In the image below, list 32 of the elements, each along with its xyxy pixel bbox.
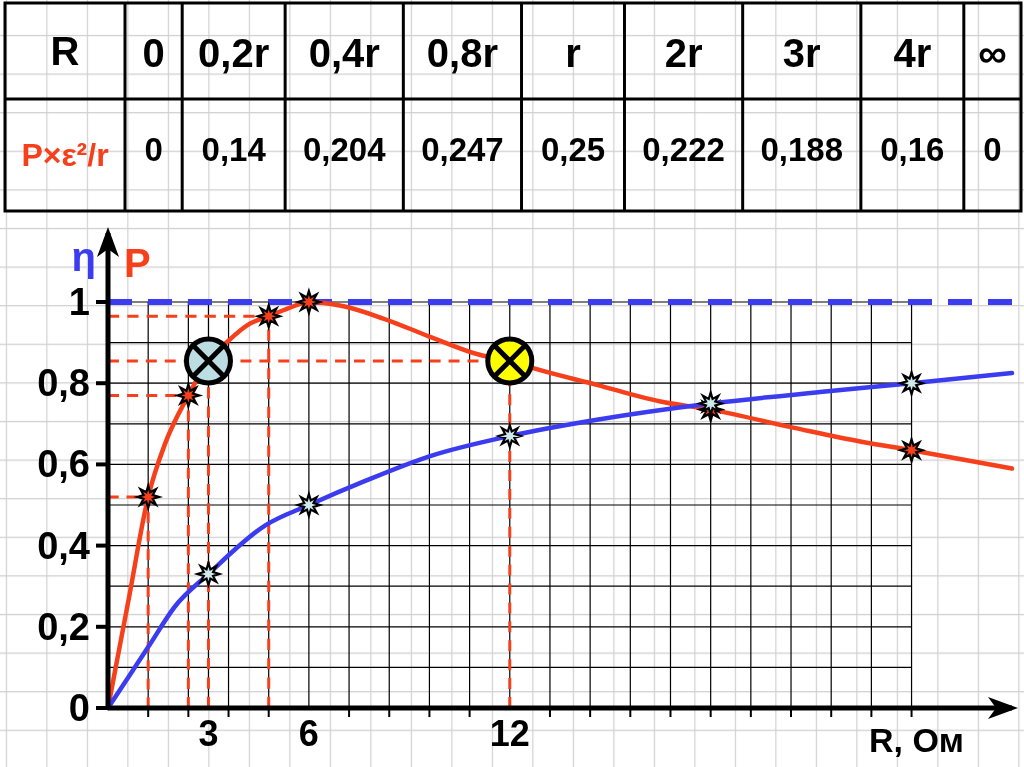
x-tick-label: 12: [489, 713, 530, 755]
x-tick-label: 6: [298, 713, 319, 755]
category-label: 0,4r: [308, 31, 380, 75]
category-label: 2r: [664, 31, 703, 75]
category-label: 0: [142, 31, 165, 75]
text: P×ε²/r: [21, 137, 109, 173]
text: R: [50, 29, 80, 73]
y-tick-label: 0,6: [37, 443, 90, 486]
category-label: 3r: [782, 31, 821, 75]
category-label: ∞: [978, 31, 1007, 75]
y-tick-label: 0,8: [37, 362, 90, 405]
y-tick-label: 0: [68, 687, 90, 729]
category-label: 0,2r: [198, 31, 270, 75]
text: η: [71, 235, 96, 279]
text: 0,16: [880, 130, 945, 168]
text: 0,25: [540, 130, 606, 168]
text: 0: [144, 130, 163, 168]
text: 0,247: [421, 130, 504, 168]
text: 0,222: [642, 130, 725, 168]
text: 0,14: [201, 130, 266, 168]
y-tick-label: 1: [68, 281, 90, 324]
series-label: P: [124, 241, 151, 285]
category-label: 4r: [893, 31, 932, 75]
x-tick-label: 3: [198, 713, 219, 755]
category-label: r: [565, 31, 581, 75]
x-axis-title: R, Ом: [868, 721, 964, 759]
y-tick-label: 0,2: [37, 605, 90, 648]
category-label: 0,8r: [426, 31, 499, 75]
text: 0: [983, 130, 1002, 168]
text: 0,188: [760, 130, 844, 168]
y-tick-label: 0,4: [37, 524, 90, 567]
text: 0,204: [302, 130, 386, 168]
